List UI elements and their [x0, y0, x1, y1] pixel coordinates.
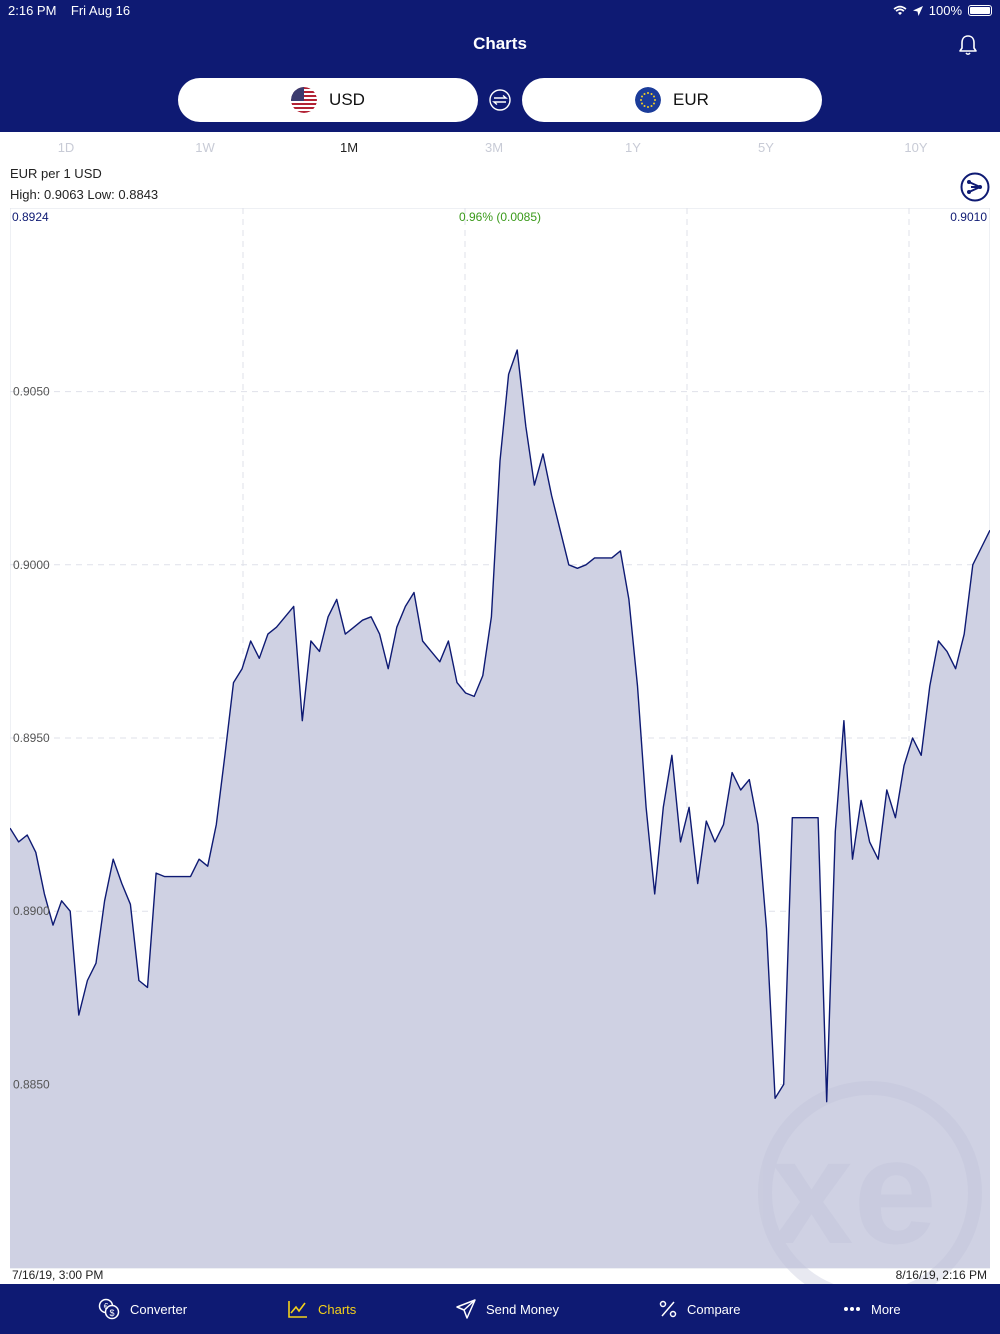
y-tick-label: 0.8900	[13, 904, 50, 918]
percent-icon	[659, 1300, 677, 1318]
paper-plane-icon	[456, 1299, 476, 1319]
chart-start-value: 0.8924	[12, 210, 49, 224]
range-1y[interactable]: 1Y	[625, 140, 641, 155]
status-time: 2:16 PM	[8, 3, 57, 18]
rate-area-fill	[10, 350, 990, 1268]
battery-icon	[968, 5, 992, 16]
bell-icon[interactable]	[958, 34, 978, 56]
tab-converter[interactable]: $ € Converter	[98, 1284, 187, 1334]
range-1m[interactable]: 1M	[339, 140, 359, 155]
y-tick-label: 0.9000	[13, 558, 50, 572]
battery-percent: 100%	[928, 3, 962, 18]
xe-watermark: xe	[758, 1081, 982, 1284]
line-chart-icon	[288, 1301, 307, 1318]
share-icon[interactable]	[960, 172, 990, 202]
pair-label: EUR per 1 USD	[10, 166, 102, 181]
chart-start-date: 7/16/19, 3:00 PM	[12, 1268, 104, 1282]
svg-text:€: €	[104, 1302, 109, 1311]
rate-chart: xe 0.9050 0.9000 0.8950 0.8900 0.8850	[10, 208, 990, 1284]
high-low-label: High: 0.9063 Low: 0.8843	[10, 187, 159, 202]
from-currency-code: USD	[329, 90, 365, 109]
tab-compare[interactable]: Compare	[659, 1284, 740, 1334]
wifi-icon	[893, 5, 907, 15]
eu-flag-icon	[635, 87, 662, 113]
svg-text:xe: xe	[770, 1107, 937, 1275]
y-tick-label: 0.8950	[13, 731, 50, 745]
header: 2:16 PM Fri Aug 16 100% Charts USD EUR	[0, 0, 1000, 132]
tab-send-money[interactable]: Send Money	[456, 1284, 559, 1334]
chart-change: 0.96% (0.0085)	[458, 210, 542, 224]
currency-exchange-icon: $€	[98, 1298, 120, 1320]
range-10y[interactable]: 10Y	[904, 140, 928, 155]
tab-bar: $ € Converter Charts Send Money Compare M…	[0, 1284, 1000, 1334]
svg-text:$: $	[109, 1308, 114, 1318]
location-arrow-icon	[912, 5, 923, 16]
y-tick-label: 0.9050	[13, 385, 50, 399]
chart-end-value: 0.9010	[950, 210, 987, 224]
status-icons: 100%	[893, 3, 992, 18]
y-axis-labels: 0.9050 0.9000 0.8950 0.8900 0.8850	[13, 385, 50, 1092]
ellipsis-icon	[844, 1307, 860, 1311]
tab-label: Charts	[318, 1301, 357, 1317]
tab-label: Send Money	[486, 1301, 559, 1317]
rate-line	[10, 349, 990, 1103]
range-3m[interactable]: 3M	[484, 140, 504, 155]
us-flag-icon	[291, 87, 318, 113]
tab-label: Compare	[687, 1301, 741, 1317]
swap-icon[interactable]	[488, 89, 512, 111]
from-currency-button[interactable]: USD	[178, 78, 478, 122]
range-1w[interactable]: 1W	[195, 140, 215, 155]
range-1d[interactable]: 1D	[57, 140, 75, 155]
status-time-date: 2:16 PM Fri Aug 16	[8, 3, 130, 18]
y-tick-label: 0.8850	[13, 1077, 50, 1091]
time-range-selector: 1D 1W 1M 3M 1Y 5Y 10Y	[0, 140, 1000, 160]
tab-label: More	[871, 1301, 901, 1317]
tab-more[interactable]: More	[843, 1284, 901, 1334]
chart-end-date: 8/16/19, 2:16 PM	[895, 1268, 987, 1282]
tab-label: Converter	[130, 1301, 188, 1317]
page-title: Charts	[473, 34, 527, 53]
to-currency-code: EUR	[673, 90, 709, 109]
to-currency-button[interactable]: EUR	[522, 78, 822, 122]
tab-charts[interactable]: Charts	[288, 1284, 356, 1334]
range-5y[interactable]: 5Y	[758, 140, 774, 155]
status-date: Fri Aug 16	[70, 3, 131, 18]
